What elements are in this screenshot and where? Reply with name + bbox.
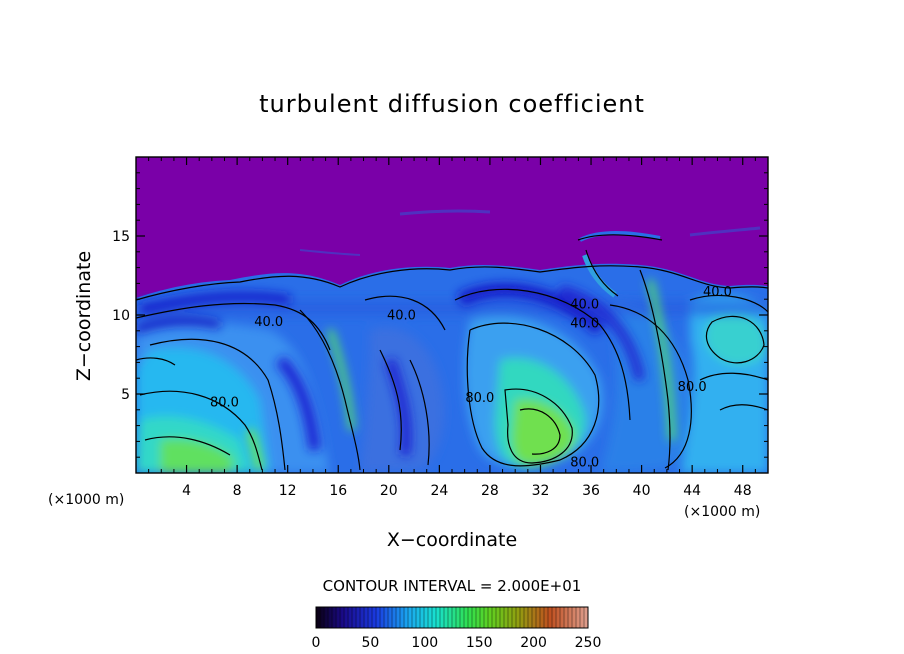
colorbar-tick-label: 50 (361, 635, 379, 651)
x-tick-label: 16 (329, 483, 347, 499)
x-unit-label-right: (×1000 m) (684, 504, 760, 520)
contour-interval-text: CONTOUR INTERVAL = 2.000E+01 (323, 577, 582, 595)
colorbar-tick-label: 200 (520, 635, 547, 651)
colorbar-tick-label: 0 (312, 635, 321, 651)
x-tick-label: 44 (683, 483, 701, 499)
x-tick-label: 36 (582, 483, 600, 499)
y-axis: 5 10 15 (112, 172, 768, 458)
contour-label: 40.0 (570, 298, 599, 313)
colorbar-frame (315, 606, 589, 629)
contour-label: 40.0 (254, 315, 283, 330)
colorbar-tick-label: 150 (466, 635, 493, 651)
contour-label: 80.0 (570, 456, 599, 471)
x-tick-label: 24 (430, 483, 448, 499)
contour-label-group: 40.0 40.0 40.0 40.0 40.0 80.0 80.0 80.0 80.0 (210, 285, 732, 471)
x-unit-label-left: (×1000 m) (48, 492, 124, 508)
x-tick-label: 4 (182, 483, 191, 499)
y-tick-label: 5 (121, 387, 130, 403)
colorbar-stripes (319, 607, 585, 628)
contour-label: 80.0 (465, 391, 494, 406)
x-axis-title: X−coordinate (387, 529, 517, 551)
x-tick-label: 8 (233, 483, 242, 499)
contour-label: 80.0 (210, 396, 239, 411)
y-axis-title: Z−coordinate (73, 251, 95, 381)
y-tick-label: 10 (112, 308, 130, 324)
x-tick-label: 28 (481, 483, 499, 499)
x-tick-label: 48 (734, 483, 752, 499)
colorbar-ticks: 0 50 100 150 200 250 (312, 635, 602, 651)
x-axis: 4 8 12 16 20 24 28 32 36 40 44 48 (148, 157, 756, 499)
chart-title: turbulent diffusion coefficient (259, 90, 645, 118)
colorbar-tick-label: 100 (411, 635, 438, 651)
contour-label: 80.0 (678, 380, 707, 395)
contour-label: 40.0 (570, 317, 599, 332)
contour-label: 40.0 (703, 285, 732, 300)
x-tick-label: 32 (532, 483, 550, 499)
contour-lines (136, 234, 768, 471)
contour-label: 40.0 (387, 309, 416, 324)
x-tick-label: 20 (380, 483, 398, 499)
y-tick-label: 15 (112, 229, 130, 245)
x-tick-label: 40 (633, 483, 651, 499)
heatmap-field: 40.0 40.0 40.0 40.0 40.0 80.0 80.0 80.0 80.0 (136, 157, 768, 473)
colorbar: 0 50 100 150 200 250 (312, 606, 602, 651)
x-tick-label: 12 (279, 483, 297, 499)
colorbar-tick-label: 250 (575, 635, 602, 651)
